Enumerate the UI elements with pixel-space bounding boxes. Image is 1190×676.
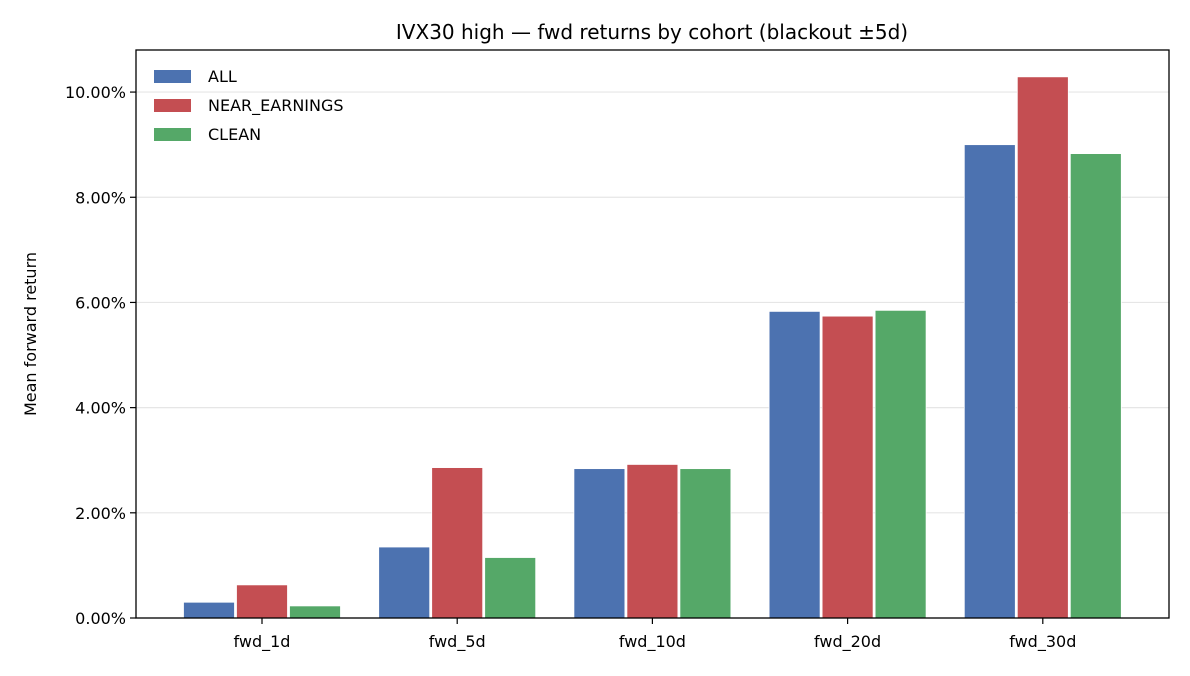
bar-clean-fwd-30d: [1069, 153, 1122, 619]
legend-swatch-clean: [154, 128, 191, 141]
bar-all-fwd-20d: [768, 310, 821, 619]
bar-near-earnings-fwd-5d: [431, 467, 484, 619]
bar-near-earnings-fwd-20d: [821, 315, 874, 619]
bar-clean-fwd-10d: [679, 468, 732, 619]
bars: [183, 76, 1122, 619]
bar-clean-fwd-5d: [484, 557, 537, 619]
x-axis: fwd_1d fwd_5d fwd_10d fwd_20d fwd_30d: [234, 618, 1076, 652]
bar-near-earnings-fwd-1d: [236, 584, 288, 619]
y-tick-label: 2.00%: [75, 504, 126, 523]
bar-all-fwd-10d: [573, 468, 626, 619]
y-tick-label: 10.00%: [65, 83, 126, 102]
x-tick-label: fwd_10d: [619, 632, 686, 652]
bar-near-earnings-fwd-10d: [626, 464, 679, 619]
x-tick-label: fwd_1d: [234, 632, 291, 652]
bar-clean-fwd-20d: [874, 309, 927, 619]
bar-near-earnings-fwd-30d: [1016, 76, 1069, 619]
x-tick-label: fwd_5d: [429, 632, 486, 652]
legend-label-clean: CLEAN: [208, 125, 261, 144]
y-axis: 0.00% 2.00% 4.00% 6.00% 8.00% 10.00%: [65, 83, 136, 628]
y-tick-label: 8.00%: [75, 188, 126, 207]
bar-all-fwd-1d: [183, 601, 235, 619]
bar-all-fwd-30d: [963, 144, 1016, 619]
y-tick-label: 4.00%: [75, 399, 126, 418]
legend-label-all: ALL: [208, 67, 237, 86]
x-tick-label: fwd_20d: [814, 632, 881, 652]
y-tick-label: 0.00%: [75, 609, 126, 628]
legend-swatch-all: [154, 70, 191, 83]
legend-label-near-earnings: NEAR_EARNINGS: [208, 96, 344, 116]
y-axis-label: Mean forward return: [21, 252, 40, 416]
bar-clean-fwd-1d: [289, 605, 341, 619]
x-tick-label: fwd_30d: [1009, 632, 1076, 652]
bar-all-fwd-5d: [378, 546, 431, 619]
legend-swatch-near-earnings: [154, 99, 191, 112]
y-tick-label: 6.00%: [75, 293, 126, 312]
legend: ALL NEAR_EARNINGS CLEAN: [154, 67, 344, 144]
chart-title: IVX30 high — fwd returns by cohort (blac…: [396, 20, 908, 44]
